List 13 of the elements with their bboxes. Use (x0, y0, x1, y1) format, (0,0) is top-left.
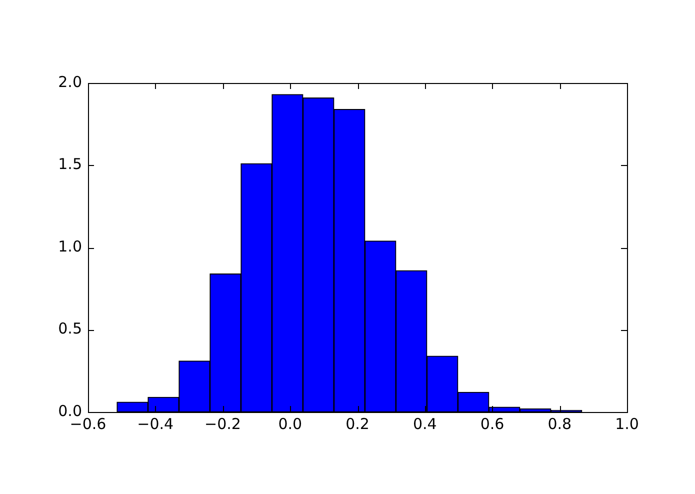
x-tick-label: 0.0 (278, 414, 302, 433)
y-tick-label: 1.0 (58, 237, 82, 256)
x-tick-label: 1.0 (615, 414, 639, 433)
x-tick-label: 0.6 (480, 414, 504, 433)
y-tick-label: 0.0 (58, 402, 82, 420)
y-tick-label: 1.5 (58, 155, 82, 174)
x-tick-label: 0.4 (412, 414, 437, 433)
y-tick-label: 0.5 (58, 320, 82, 338)
x-tick-label: 0.8 (548, 414, 572, 433)
x-tick-label: 0.2 (346, 414, 370, 433)
x-tick-label: −0.2 (204, 414, 241, 433)
x-tick-label: −0.4 (137, 414, 174, 433)
y-tick-label: 2.0 (58, 72, 82, 91)
